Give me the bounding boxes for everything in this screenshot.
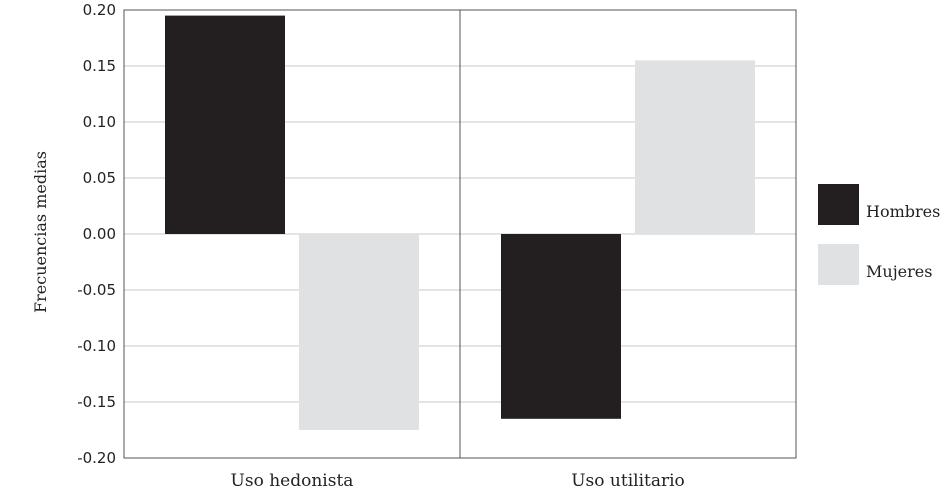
legend: Hombres Mujeres bbox=[818, 184, 940, 285]
legend-label-hombres: Hombres bbox=[866, 202, 940, 221]
y-tick-label: 0.10 bbox=[83, 113, 116, 131]
legend-label-mujeres: Mujeres bbox=[866, 262, 932, 281]
bar-hombres-1 bbox=[501, 234, 621, 419]
x-category-label: Uso hedonista bbox=[231, 471, 354, 491]
bar-hombres-0 bbox=[165, 15, 285, 234]
y-tick-label: -0.10 bbox=[77, 337, 116, 355]
y-tick-label: 0.05 bbox=[83, 169, 116, 187]
legend-swatch-mujeres bbox=[818, 244, 859, 285]
y-axis-ticks: 0.20 0.15 0.10 0.05 0.00 -0.05 -0.10 -0.15 -0.20 bbox=[77, 1, 116, 467]
y-tick-label: 0.20 bbox=[83, 1, 116, 19]
y-tick-label: 0.00 bbox=[83, 225, 116, 243]
y-axis-title: Frecuencias medias bbox=[31, 151, 50, 313]
legend-swatch-hombres bbox=[818, 184, 859, 225]
x-axis-categories: Uso hedonista Uso utilitario bbox=[231, 471, 685, 491]
y-tick-label: 0.15 bbox=[83, 57, 116, 75]
bars bbox=[165, 15, 755, 430]
y-tick-label: -0.05 bbox=[77, 281, 116, 299]
x-category-label: Uso utilitario bbox=[571, 471, 685, 491]
y-tick-label: -0.15 bbox=[77, 393, 116, 411]
bar-mujeres-1 bbox=[635, 60, 755, 235]
bar-mujeres-0 bbox=[299, 234, 419, 430]
y-tick-label: -0.20 bbox=[77, 449, 116, 467]
